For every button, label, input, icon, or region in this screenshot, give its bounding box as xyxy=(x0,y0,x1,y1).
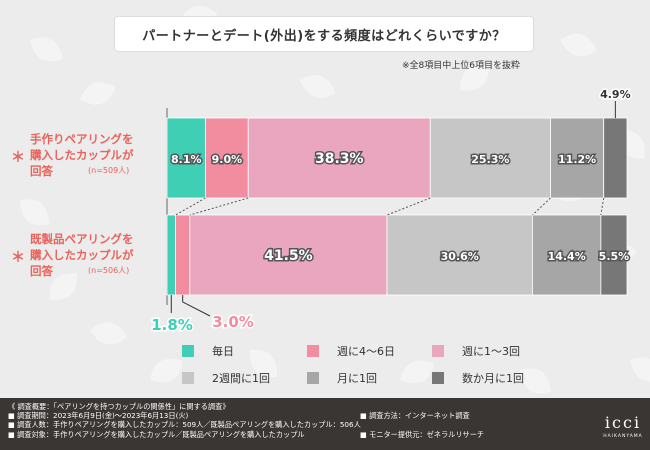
legend-swatch xyxy=(432,372,444,384)
leaf-shape xyxy=(520,368,552,394)
bar-segment xyxy=(175,214,191,296)
leaf-shape xyxy=(90,322,128,345)
asterisk-marker: ＊ xyxy=(11,250,25,266)
bar-segment xyxy=(247,117,431,199)
chart-note: ※全8項目中上位6項目を抜粋 xyxy=(402,61,520,71)
group-sample-size: (n=506人) xyxy=(88,266,130,275)
footer-method: ■ 調査方法：インターネット調査 xyxy=(360,411,470,420)
connector-line xyxy=(532,197,551,216)
brand-logo: icci HAIKANYAMA xyxy=(600,401,646,439)
value-label: 9.0% xyxy=(212,153,243,166)
legend-label: 週に1〜3回 xyxy=(462,345,520,358)
brand-subtitle: HAIKANYAMA xyxy=(603,434,643,439)
leaf-shape xyxy=(560,33,597,57)
legend-swatch xyxy=(432,345,444,357)
group-sample-size: (n=509人) xyxy=(88,166,130,175)
leaf-shape xyxy=(20,199,50,226)
value-label: 1.8% xyxy=(151,316,193,334)
value-label: 30.6% xyxy=(441,250,479,263)
footer-target: ■ 調査対象：手作りペアリングを購入したカップル／既製品ペアリングを購入したカッ… xyxy=(8,430,305,439)
bar-segment xyxy=(603,117,628,199)
value-label: 8.1% xyxy=(171,153,202,166)
connector-line xyxy=(600,197,605,216)
footer-title: 《 調査概要：「ペアリングを持つカップルの関係性」に関する調査》 xyxy=(8,402,230,411)
bar-segment xyxy=(532,214,602,296)
legend-swatch xyxy=(307,345,319,357)
legend-swatch xyxy=(182,372,194,384)
group-label-line: 購入したカップルが xyxy=(30,248,134,262)
bar-segment xyxy=(166,214,176,296)
group-label-handmade: 手作りペアリングを 購入したカップルが 回答 (n=509人) xyxy=(30,131,134,179)
bar-segment xyxy=(600,214,628,296)
chart-title: パートナーとデート(外出)をする頻度はどれくらいですか？ xyxy=(115,17,533,51)
footer-people: ■ 調査人数：手作りペアリングを購入したカップル：509人／既製品ペアリングを購… xyxy=(8,420,361,429)
value-label: 25.3% xyxy=(471,153,509,166)
group-label-line: 購入したカップルが xyxy=(30,148,134,162)
asterisk-marker: ＊ xyxy=(11,150,25,166)
bar-segment xyxy=(386,214,533,296)
group-label-ready-made: 既製品ペアリングを 購入したカップルが 回答 (n=506人) xyxy=(30,231,134,279)
leaf-shape xyxy=(400,360,435,384)
legend-label: 毎日 xyxy=(212,345,234,358)
value-label: 41.5% xyxy=(264,248,313,264)
value-label: 5.5% xyxy=(599,250,630,263)
leaf-shape xyxy=(49,273,78,301)
legend-swatch xyxy=(182,345,194,357)
legend-swatch xyxy=(307,372,319,384)
connector-line xyxy=(189,197,249,216)
group-label-line: 回答 xyxy=(30,164,53,178)
group-label-line: 手作りペアリングを xyxy=(30,132,134,146)
connector-line xyxy=(175,197,206,216)
legend-label: 数か月に1回 xyxy=(462,372,524,385)
legend-label: 月に1回 xyxy=(337,372,377,385)
leaf-shape xyxy=(150,358,183,383)
value-label: 14.4% xyxy=(548,250,586,263)
legend-label: 2週間に1回 xyxy=(212,372,270,385)
footer-period: ■ 調査期間：2023年6月9日(金)〜2023年6月13日(火) xyxy=(8,411,189,420)
leaf-shape xyxy=(249,349,277,378)
survey-footer: 《 調査概要：「ペアリングを持つカップルの関係性」に関する調査》 ■ 調査期間：… xyxy=(0,398,650,450)
bar-segment xyxy=(166,117,206,199)
leaf-shape xyxy=(300,75,336,98)
bar-segment xyxy=(429,117,551,199)
value-label: 38.3% xyxy=(315,151,364,167)
value-label: 11.2% xyxy=(558,153,596,166)
callout-line xyxy=(182,295,211,317)
group-label-line: 既製品ペアリングを xyxy=(30,232,134,246)
legend-label: 週に4〜6日 xyxy=(337,345,395,358)
leaf-shape xyxy=(30,37,63,62)
leaf-shape xyxy=(459,65,490,91)
brand-name: icci xyxy=(604,413,642,432)
bar-segment xyxy=(205,117,249,199)
leaf-shape xyxy=(630,357,650,382)
group-label-line: 回答 xyxy=(30,264,53,278)
leaf-shape xyxy=(80,82,116,105)
value-label: 3.0% xyxy=(212,313,254,331)
connector-line xyxy=(386,197,431,216)
stacked-bar-chart: 8.1% 9.0% 38.3% 25.3% 11.2% 4.9% 1.8% 3.0% 41.5%… xyxy=(150,87,632,386)
value-label: 4.9% xyxy=(600,88,631,101)
footer-provider: ■ モニター提供元：ゼネラルリサーチ xyxy=(360,430,485,439)
